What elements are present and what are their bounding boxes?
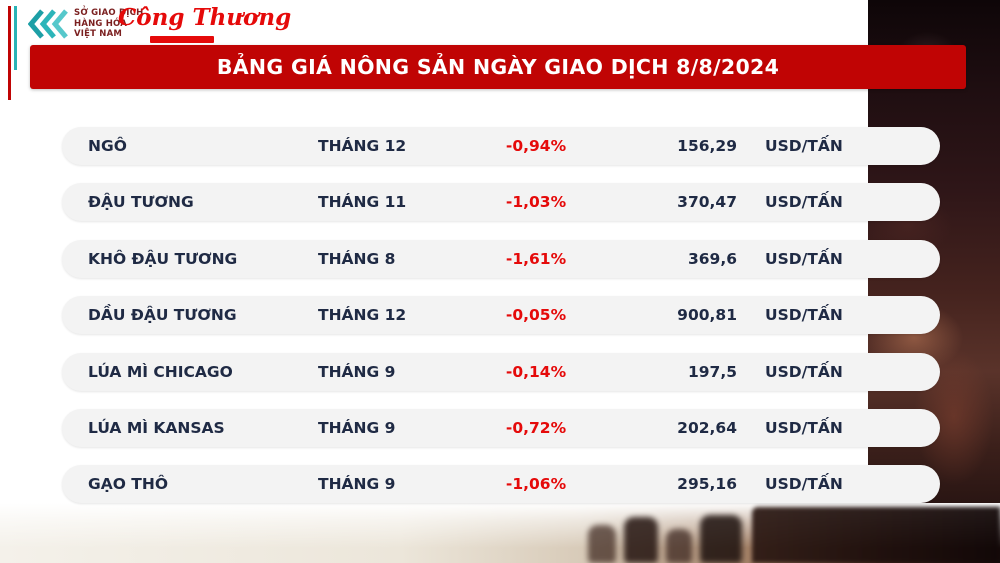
price-value: 369,6 [687, 249, 737, 268]
price-unit: USD/TẤN [765, 249, 843, 268]
price-value: 202,64 [677, 418, 737, 437]
page-title: BẢNG GIÁ NÔNG SẢN NGÀY GIAO DỊCH 8/8/202… [216, 55, 780, 79]
price-unit: USD/TẤN [765, 418, 843, 437]
congthuong-logo-bar [150, 36, 214, 43]
price-unit: USD/TẤN [765, 475, 843, 494]
price-value: 156,29 [677, 137, 737, 155]
mxv-logo-text: SỞ GIAO DỊCH HÀNG HÓA VIỆT NAM [74, 8, 143, 40]
change-percent: -0,14% [505, 362, 567, 381]
price-unit: USD/TẤN [765, 193, 843, 212]
contract-month: THÁNG 9 [318, 418, 396, 437]
mxv-logo-line: VIỆT NAM [74, 29, 123, 40]
price-value: 370,47 [677, 193, 737, 212]
contract-month: THÁNG 12 [318, 137, 407, 155]
left-accent-teal-bar [14, 6, 17, 70]
price-unit: USD/TẤN [765, 306, 843, 325]
commodity-name: GẠO THÔ [88, 475, 169, 494]
commodity-name: ĐẬU TƯƠNG [88, 193, 194, 212]
commodity-name: KHÔ ĐẬU TƯƠNG [88, 249, 238, 268]
table-row: NGÔ THÁNG 12 -0,94% 156,29 USD/TẤN [62, 127, 940, 165]
table-row: KHÔ ĐẬU TƯƠNG THÁNG 8 -1,61% 369,6 USD/T… [62, 239, 940, 278]
contract-month: THÁNG 9 [318, 362, 396, 381]
background-photo-bottom [0, 503, 1000, 563]
contract-month: THÁNG 9 [318, 475, 396, 494]
change-percent: -0,94% [505, 137, 567, 155]
change-percent: -0,05% [505, 306, 567, 325]
change-percent: -1,06% [505, 475, 567, 494]
mxv-logo-line: HÀNG HÓA [74, 18, 128, 29]
price-unit: USD/TẤN [765, 137, 843, 155]
mxv-logo: SỞ GIAO DỊCH HÀNG HÓA VIỆT NAM [28, 8, 143, 40]
mxv-diamonds-icon [28, 9, 68, 39]
change-percent: -1,03% [505, 193, 567, 212]
contract-month: THÁNG 11 [318, 193, 407, 212]
change-percent: -1,61% [505, 249, 567, 268]
left-accent-red-bar [8, 6, 11, 100]
table-row: LÚA MÌ CHICAGO THÁNG 9 -0,14% 197,5 USD/… [62, 352, 940, 391]
change-percent: -0,72% [505, 418, 567, 437]
price-unit: USD/TẤN [765, 362, 843, 381]
table-row: LÚA MÌ KANSAS THÁNG 9 -0,72% 202,64 USD/… [62, 408, 940, 447]
commodity-name: NGÔ [88, 137, 127, 155]
price-value: 295,16 [677, 475, 737, 494]
contract-month: THÁNG 12 [318, 306, 407, 325]
photo-silhouette [588, 525, 616, 563]
commodity-name: LÚA MÌ CHICAGO [88, 362, 233, 381]
price-value: 900,81 [677, 306, 737, 325]
price-value: 197,5 [687, 362, 737, 381]
table-row: GẠO THÔ THÁNG 9 -1,06% 295,16 USD/TẤN [62, 465, 940, 504]
table-row: ĐẬU TƯƠNG THÁNG 11 -1,03% 370,47 USD/TẤN [62, 183, 940, 222]
photo-silhouette [752, 507, 1000, 563]
contract-month: THÁNG 8 [318, 249, 396, 268]
table-row: DẦU ĐẬU TƯƠNG THÁNG 12 -0,05% 900,81 USD… [62, 296, 940, 335]
photo-silhouette [624, 517, 658, 563]
photo-silhouette [666, 529, 692, 563]
congthuong-logo: Công Thương [118, 4, 292, 31]
photo-silhouette [700, 515, 742, 563]
mxv-logo-line: SỞ GIAO DỊCH [74, 8, 144, 19]
commodity-name: LÚA MÌ KANSAS [88, 418, 225, 437]
commodity-name: DẦU ĐẬU TƯƠNG [88, 306, 237, 325]
price-table: NGÔ THÁNG 12 -0,94% 156,29 USD/TẤN ĐẬU T… [62, 127, 940, 504]
title-banner: BẢNG GIÁ NÔNG SẢN NGÀY GIAO DỊCH 8/8/202… [30, 45, 966, 89]
